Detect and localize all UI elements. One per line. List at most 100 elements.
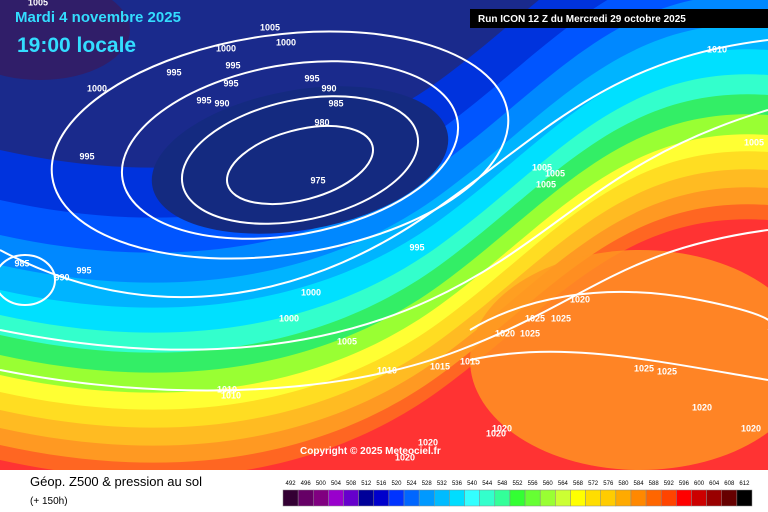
isobar <box>120 60 460 240</box>
scale-label: 596 <box>679 481 690 487</box>
isobar-label: 985 <box>328 98 343 108</box>
scale-swatch <box>600 489 617 507</box>
isobar-label: 1010 <box>377 365 397 375</box>
isobar-label: 1025 <box>551 313 571 323</box>
isobar <box>225 125 375 205</box>
isobar-label: 990 <box>321 83 336 93</box>
isobar-label: 990 <box>214 98 229 108</box>
scale-label: 492 <box>286 481 297 487</box>
scale-label: 504 <box>331 481 342 487</box>
scale-swatch <box>297 489 314 507</box>
scale-label: 604 <box>709 481 720 487</box>
scale-label: 544 <box>482 481 493 487</box>
scale-swatch <box>539 489 556 507</box>
isobar-label: 1025 <box>520 328 540 338</box>
scale-label: 508 <box>346 481 357 487</box>
scale-swatch <box>585 489 601 507</box>
scale-swatch <box>691 489 707 507</box>
scale-label: 588 <box>649 481 660 487</box>
scale-swatch <box>449 489 465 507</box>
isobar-label: 1005 <box>260 22 280 32</box>
scale-label: 592 <box>664 481 675 487</box>
isobar-label: 1010 <box>707 44 727 54</box>
scale-swatch <box>630 489 647 507</box>
scale-swatch <box>479 489 496 507</box>
isobar-label: 1010 <box>221 390 241 400</box>
scale-swatch <box>388 489 405 507</box>
isobar-label: 1020 <box>692 402 712 412</box>
copyright: Copyright © 2025 Meteociel.fr <box>300 446 441 457</box>
legend-title: Géop. Z500 & pression au sol <box>30 474 202 489</box>
isobar-label: 1020 <box>495 328 515 338</box>
scale-label: 536 <box>452 481 463 487</box>
isobar-label: 1020 <box>395 452 415 462</box>
scale-swatch <box>706 489 722 507</box>
isobars <box>0 30 768 392</box>
scale-swatch <box>524 489 541 507</box>
scale-label: 524 <box>407 481 418 487</box>
scale-swatch <box>418 489 435 507</box>
isobar-label: 1015 <box>430 361 450 371</box>
isobar-label: 1020 <box>741 423 761 433</box>
scale-swatch <box>328 489 344 507</box>
isobar <box>50 30 510 260</box>
scale-swatch <box>721 489 738 507</box>
scale-swatch <box>555 489 571 507</box>
scale-label: 520 <box>391 481 402 487</box>
isobar <box>0 109 768 351</box>
scale-swatch <box>676 489 692 507</box>
isobar-label: 990 <box>54 272 69 282</box>
scale-swatch <box>736 489 753 507</box>
color-scale: 492 496 500 504 508 512 516 520 524 528 532 536 540 5… <box>282 481 753 507</box>
isobar-label: 1000 <box>276 37 296 47</box>
scale-label: 576 <box>603 481 614 487</box>
isobar-label: 1000 <box>87 83 107 93</box>
isobar-label: 995 <box>304 73 319 83</box>
scale-label: 532 <box>437 481 448 487</box>
scale-label: 500 <box>316 481 327 487</box>
scale-swatch <box>282 489 299 507</box>
isobar-label: 1020 <box>570 294 590 304</box>
scale-swatch <box>660 489 677 507</box>
run-box <box>470 9 768 28</box>
scale-swatch <box>313 489 329 507</box>
scale-label: 496 <box>301 481 312 487</box>
scale-label: 516 <box>376 481 387 487</box>
scale-swatch <box>403 489 420 507</box>
isobar-label: 1025 <box>634 363 654 373</box>
isobar-label: 1000 <box>301 287 321 297</box>
isobar-label: 1015 <box>460 356 480 366</box>
time: 19:00 locale <box>17 34 136 57</box>
scale-label: 580 <box>618 481 629 487</box>
scale-swatch <box>645 489 662 507</box>
isobar-label: 995 <box>79 151 94 161</box>
scale-label: 528 <box>422 481 433 487</box>
isobar-label: 1020 <box>492 423 512 433</box>
scale-label: 564 <box>558 481 569 487</box>
isobar-label: 1005 <box>532 162 552 172</box>
legend-lead: (+ 150h) <box>30 496 68 507</box>
scale-label: 548 <box>497 481 508 487</box>
isobar-label: 995 <box>223 78 238 88</box>
isobar-label: 995 <box>166 67 181 77</box>
scale-label: 512 <box>361 481 372 487</box>
isobar-label: 995 <box>409 242 424 252</box>
isobar-label: 985 <box>14 258 29 268</box>
scale-swatch <box>509 489 526 507</box>
scale-swatch <box>494 489 511 507</box>
isobar <box>469 291 768 331</box>
isobar-label: 1005 <box>536 179 556 189</box>
isobar-label: 1005 <box>545 168 565 178</box>
isobar-label: 1005 <box>744 137 764 147</box>
isobar-label: 980 <box>314 117 329 127</box>
scale-label: 552 <box>512 481 523 487</box>
isobar <box>0 229 768 392</box>
isobar-label: 1025 <box>657 366 677 376</box>
scale-swatch <box>373 489 390 507</box>
isobar-label: 975 <box>310 175 325 185</box>
scale-swatch <box>343 489 359 507</box>
scale-swatch <box>570 489 586 507</box>
scale-label: 568 <box>573 481 584 487</box>
